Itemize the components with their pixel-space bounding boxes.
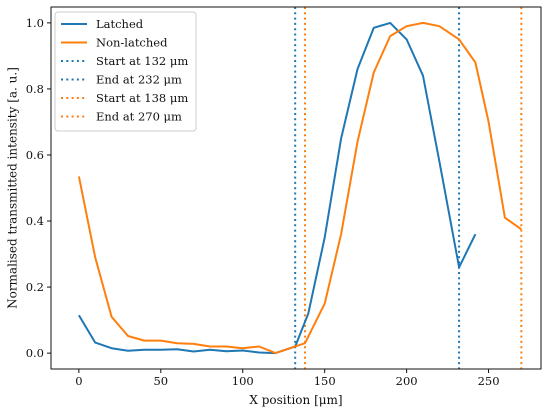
legend: Latched Non-latched Start at 132 μm End at …	[54, 11, 197, 132]
x-axis-label: X position [μm]	[249, 393, 342, 407]
y-tick-label-1: 0.2	[26, 280, 44, 294]
plot-marks	[77, 7, 523, 369]
legend-label-2: Start at 132 μm	[96, 54, 188, 68]
x-tick-label-4: 200	[396, 374, 418, 388]
legend-box	[54, 11, 197, 132]
legend-label-3: End at 232 μm	[96, 73, 182, 87]
legend-label-5: End at 270 μm	[96, 110, 182, 124]
x-tick-label-2: 100	[232, 374, 254, 388]
y-tick-label-3: 0.6	[26, 148, 44, 162]
legend-label-4: Start at 138 μm	[96, 91, 188, 105]
y-tick-label-4: 0.8	[26, 82, 44, 96]
x-tick-label-1: 50	[153, 374, 168, 388]
x-tick-label-5: 250	[478, 374, 500, 388]
x-tick-label-3: 150	[314, 374, 336, 388]
legend-label-1: Non-latched	[96, 36, 168, 50]
plot-frame	[50, 6, 542, 370]
y-tick-label-5: 1.0	[26, 16, 44, 30]
axis-ticks: 0 50 100 150 200 250 0.0 0.2 0.4 0.6 0.8 1.0	[26, 16, 500, 388]
y-tick-label-2: 0.4	[26, 214, 44, 228]
y-tick-label-0: 0.0	[26, 346, 44, 360]
series-line-1	[77, 21, 522, 355]
legend-label-0: Latched	[96, 17, 144, 31]
y-axis-label: Normalised transmitted intensity [a. u.]	[6, 67, 20, 309]
x-tick-label-0: 0	[75, 374, 82, 388]
